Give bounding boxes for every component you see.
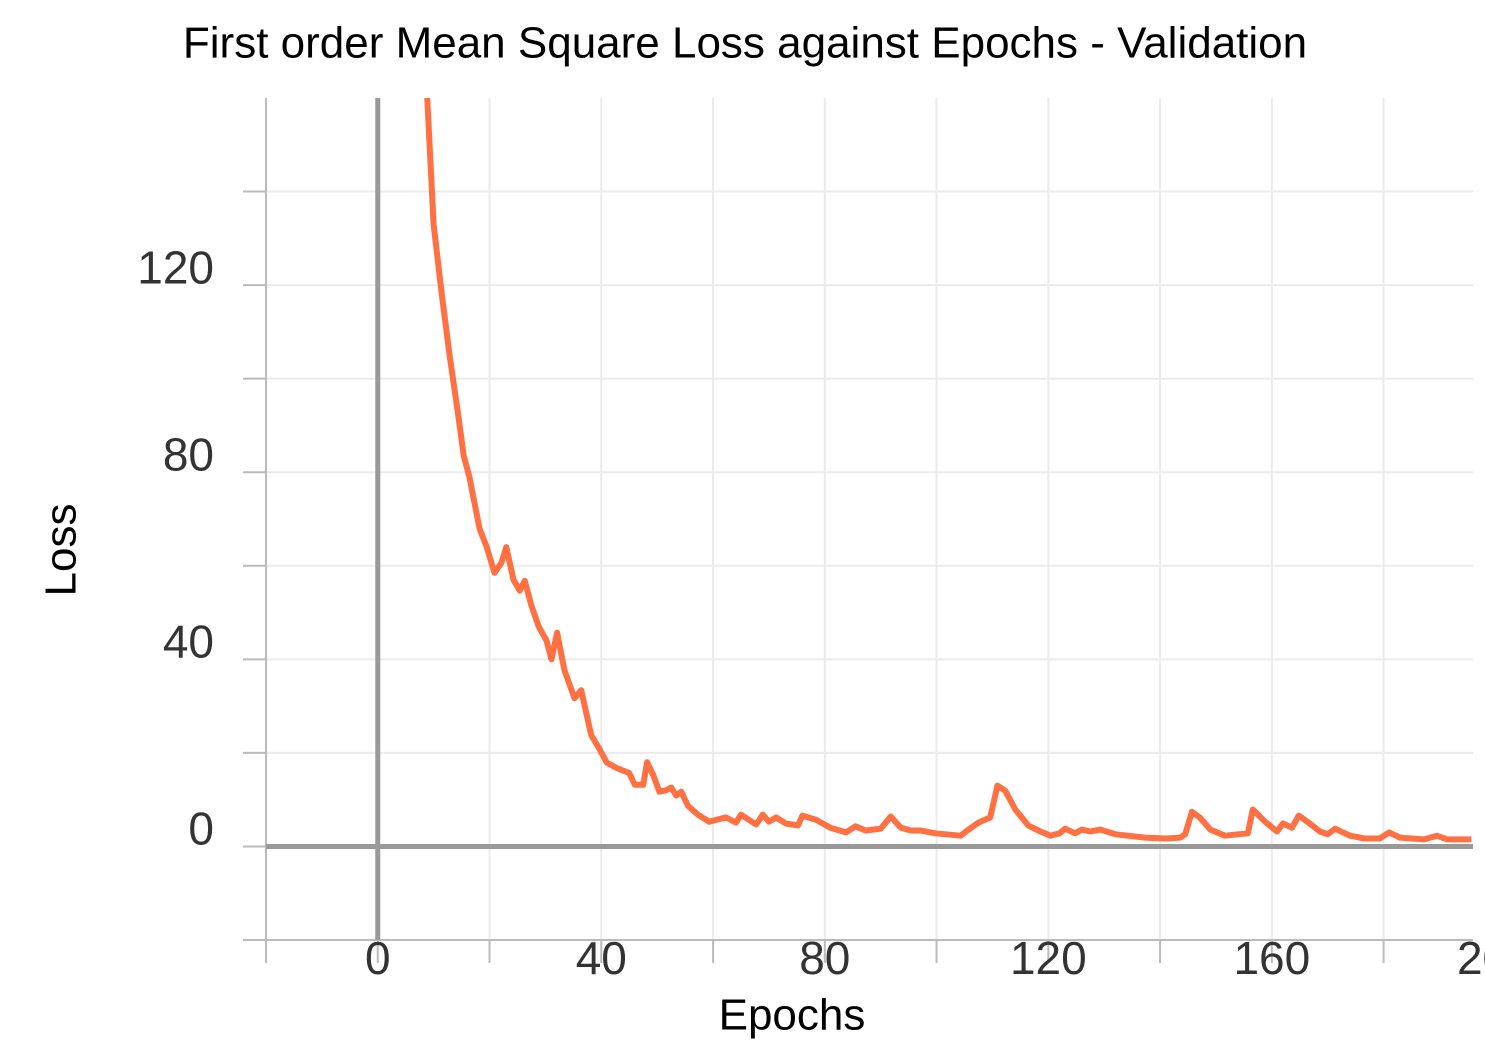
y-tick-label: 80 [163, 428, 214, 480]
y-tick-label: 0 [188, 803, 214, 855]
x-tick-label: 120 [1010, 932, 1087, 984]
x-tick-label: 200 [1457, 932, 1485, 984]
y-axis-label: Loss [37, 504, 86, 597]
x-tick-label: 80 [799, 932, 850, 984]
grid [265, 98, 1473, 941]
line [424, 98, 1472, 843]
x-tick-label: 0 [365, 932, 391, 984]
y-tick-label: 120 [137, 241, 214, 293]
x-tick-label: 40 [576, 932, 627, 984]
chart-title: First order Mean Square Loss against Epo… [183, 19, 1307, 68]
tick-labels: 0 40 80 120 0 40 80 120 160 200 [137, 241, 1485, 984]
axes [243, 98, 1473, 963]
plot-area [424, 98, 1472, 843]
x-axis-label: Epochs [719, 991, 866, 1040]
y-tick-label: 40 [163, 615, 214, 667]
x-tick-label: 160 [1233, 932, 1310, 984]
